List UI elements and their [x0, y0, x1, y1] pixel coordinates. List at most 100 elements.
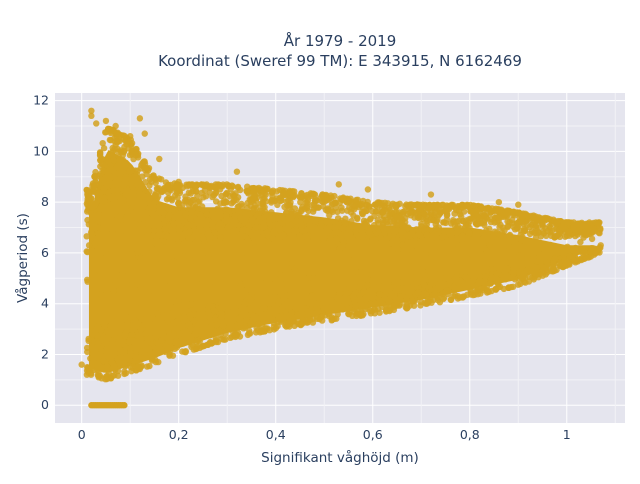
scatter-point: [139, 191, 147, 199]
scatter-point: [179, 184, 186, 192]
scatter-point: [186, 181, 194, 188]
y-tick-label: 2: [41, 346, 49, 361]
scatter-point: [556, 233, 564, 240]
scatter-point: [222, 336, 229, 343]
scatter-point: [505, 243, 513, 250]
scatter-point: [199, 289, 207, 297]
scatter-point: [304, 308, 311, 316]
scatter-point: [190, 196, 198, 203]
scatter-point: [160, 187, 167, 194]
scatter-point: [166, 331, 174, 339]
scatter-point: [165, 213, 172, 220]
scatter-point: [434, 201, 441, 208]
scatter-point: [259, 315, 266, 322]
scatter-point: [311, 201, 318, 209]
scatter-point: [368, 238, 376, 245]
scatter-point: [107, 322, 115, 329]
chart-title-line-1: År 1979 - 2019: [284, 31, 397, 50]
scatter-point: [89, 203, 96, 210]
scatter-point: [531, 269, 538, 276]
scatter-point: [470, 202, 477, 209]
scatter-point: [291, 188, 298, 195]
scatter-point: [128, 277, 135, 284]
scatter-point: [533, 264, 540, 271]
scatter-point: [192, 188, 200, 195]
scatter-point: [231, 305, 238, 312]
scatter-point: [330, 244, 337, 251]
scatter-point: [355, 232, 362, 239]
scatter-point: [336, 245, 344, 252]
scatter-point: [291, 266, 298, 273]
scatter-point: [181, 198, 189, 205]
scatter-point: [196, 225, 203, 232]
scatter-point: [596, 230, 603, 237]
scatter-point: [232, 190, 239, 197]
scatter-outlier: [592, 219, 600, 226]
scatter-point: [484, 234, 491, 241]
scatter-point: [204, 217, 212, 224]
scatter-point: [185, 229, 193, 236]
scatter-point: [550, 260, 557, 267]
scatter-point: [399, 235, 406, 242]
scatter-point: [171, 345, 178, 352]
scatter-point: [459, 217, 466, 224]
scatter-point: [109, 228, 116, 236]
scatter-point: [282, 216, 289, 224]
scatter-point: [440, 219, 448, 226]
scatter-point: [110, 287, 117, 294]
x-tick-label: 0,2: [169, 427, 189, 442]
scatter-point: [525, 278, 533, 285]
scatter-point: [187, 190, 194, 197]
scatter-point: [535, 250, 543, 257]
scatter-point: [363, 201, 371, 209]
scatter-point: [100, 185, 108, 192]
scatter-point: [466, 224, 473, 232]
scatter-point: [432, 248, 440, 256]
scatter-point: [548, 232, 555, 239]
scatter-point: [144, 193, 151, 201]
scatter-point: [453, 273, 460, 281]
scatter-point: [364, 276, 371, 283]
scatter-point: [111, 372, 118, 379]
scatter-point: [345, 311, 352, 318]
scatter-point: [155, 175, 163, 182]
scatter-point: [467, 286, 474, 293]
scatter-point: [116, 258, 123, 265]
scatter-point: [326, 223, 334, 230]
scatter-point: [544, 215, 551, 222]
scatter-point: [506, 231, 514, 239]
scatter-point: [500, 285, 508, 293]
scatter-point: [351, 202, 358, 209]
scatter-point: [268, 209, 275, 216]
scatter-point: [409, 297, 416, 304]
y-tick-label: 10: [33, 143, 49, 158]
scatter-point: [393, 302, 400, 309]
scatter-point: [577, 238, 584, 246]
scatter-point: [346, 197, 354, 205]
scatter-point: [116, 287, 123, 294]
scatter-point: [310, 190, 318, 198]
scatter-outlier: [102, 117, 110, 125]
scatter-point: [376, 291, 384, 298]
scatter-point: [217, 234, 224, 241]
scatter-point: [149, 314, 156, 322]
scatter-point: [262, 208, 269, 215]
scatter-point: [318, 220, 325, 227]
scatter-point: [357, 268, 365, 276]
scatter-point: [472, 288, 480, 295]
scatter-point: [588, 245, 595, 252]
scatter-point: [150, 173, 157, 180]
scatter-point: [179, 340, 187, 347]
scatter-point: [99, 140, 106, 147]
scatter-point: [166, 237, 173, 245]
scatter-point: [408, 246, 416, 254]
scatter-point: [165, 195, 172, 202]
scatter-point: [366, 307, 374, 315]
scatter-point: [141, 320, 149, 328]
scatter-point: [548, 267, 555, 275]
scatter-point: [110, 198, 118, 206]
scatter-outlier: [141, 130, 148, 137]
scatter-point: [152, 358, 160, 366]
scatter-point: [443, 212, 451, 219]
scatter-point: [352, 289, 359, 296]
